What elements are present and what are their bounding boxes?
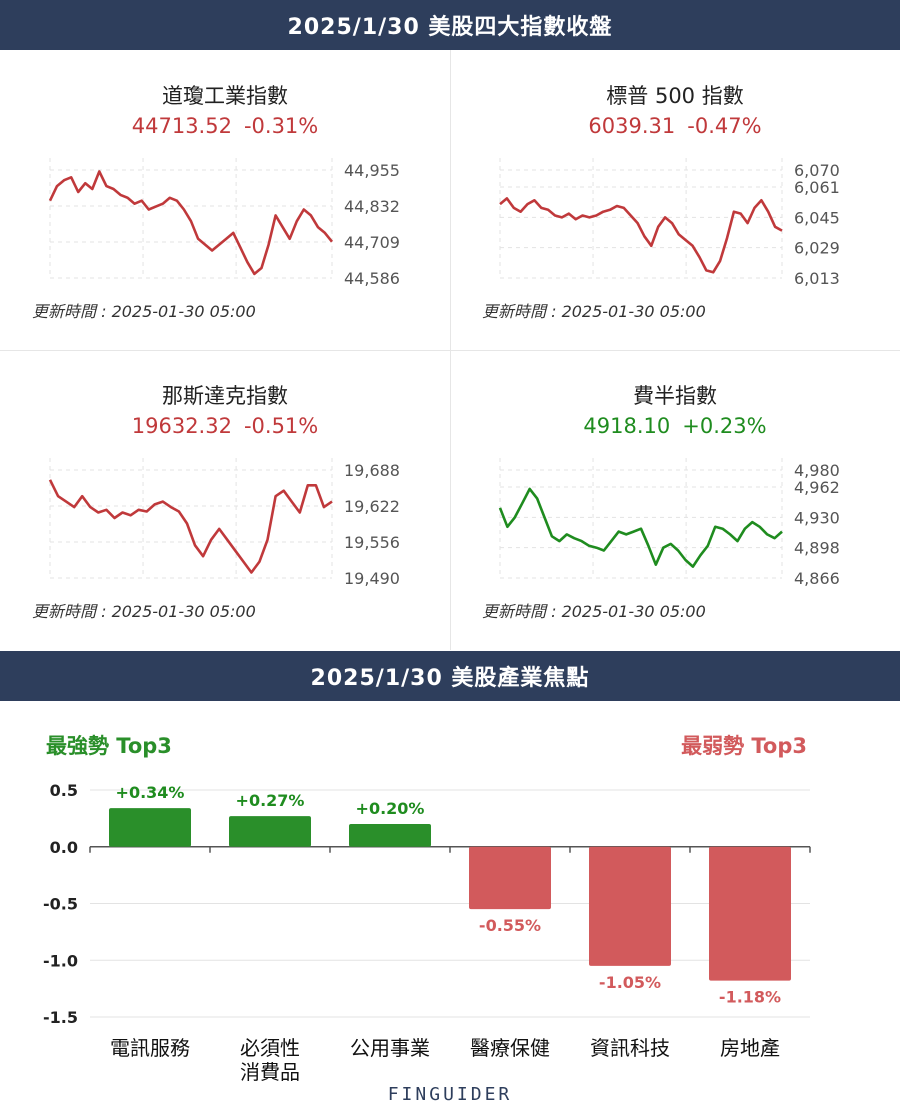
x-category-label: 醫療保健 (450, 1036, 570, 1060)
index-panel: 道瓊工業指數 44713.52 -0.31% 44,955 44,832 44,709 44… (0, 50, 450, 350)
index-line-chart: 19,688 19,622 19,556 19,490 (48, 458, 400, 588)
y-tick-label: 19,556 (344, 533, 400, 552)
bar-data-label: -1.18% (719, 988, 781, 1007)
y-tick-label: 44,586 (344, 269, 400, 288)
index-value: 6039.31 (588, 114, 676, 138)
sector-bar (589, 846, 671, 966)
index-change: -0.31% (243, 114, 319, 138)
y-tick-label: 44,955 (344, 161, 400, 180)
x-category-label-line: 房地產 (720, 1036, 780, 1060)
sector-bar (709, 846, 791, 981)
y-tick-label: 6,061 (794, 178, 840, 197)
y-tick-label: 0.0 (50, 838, 78, 857)
index-panel: 標普 500 指數 6039.31 -0.47% 6,070 6,061 6,045 6,0… (450, 50, 900, 350)
y-tick-label: 4,866 (794, 569, 840, 588)
y-tick-label: 4,980 (794, 461, 840, 480)
update-time: 更新時間 : 2025-01-30 05:00 (482, 602, 706, 621)
index-value: 4918.10 (583, 414, 671, 438)
index-change: -0.47% (687, 114, 762, 138)
index-panel: 費半指數 4918.10 +0.23% 4,980 4,962 4,930 4,898 4,8… (450, 350, 900, 650)
x-category-label-line: 公用事業 (350, 1036, 430, 1060)
index-panel: 那斯達克指數 19632.32 -0.51% 19,688 19,622 19,556 19… (0, 350, 450, 650)
y-tick-label: 19,688 (344, 461, 400, 480)
index-series-line (499, 197, 783, 274)
bar-data-label: -1.05% (599, 973, 661, 992)
y-tick-label: 6,070 (794, 161, 840, 180)
y-tick-label: 0.5 (50, 781, 78, 800)
finguider-logo: FINGUIDER (387, 1084, 513, 1105)
sector-header-title: 2025/1/30 美股產業焦點 (310, 666, 590, 691)
bar-data-label: +0.27% (236, 791, 305, 810)
x-category-label-line: 必須性 (240, 1036, 300, 1060)
y-tick-label: 44,709 (344, 233, 400, 252)
index-value-row: 6039.31 -0.47% (450, 114, 900, 138)
x-category-label-line: 電訊服務 (110, 1036, 190, 1060)
y-tick-label: -0.5 (43, 895, 78, 914)
index-name: 標普 500 指數 (606, 84, 744, 108)
weak-label: 最弱勢 Top3 (681, 734, 807, 758)
index-name: 那斯達克指數 (162, 384, 288, 408)
y-tick-label: -1.0 (43, 951, 78, 970)
index-header-title: 2025/1/30 美股四大指數收盤 (287, 15, 613, 40)
y-tick-label: 44,832 (344, 197, 400, 216)
x-category-label-line: 醫療保健 (470, 1036, 550, 1060)
panel-divider-horizontal (0, 350, 900, 351)
x-category-label: 房地產 (690, 1036, 810, 1060)
y-tick-label: 19,490 (344, 569, 400, 588)
update-time: 更新時間 : 2025-01-30 05:00 (482, 302, 706, 321)
y-tick-label: 4,962 (794, 478, 840, 497)
x-category-label-line: 消費品 (240, 1060, 300, 1084)
y-tick-label: 6,029 (794, 239, 840, 258)
y-tick-label: 19,622 (344, 497, 400, 516)
index-line-chart: 44,955 44,832 44,709 44,586 (48, 158, 400, 288)
sector-bar (109, 808, 191, 847)
y-tick-label: 4,930 (794, 508, 840, 527)
update-time: 更新時間 : 2025-01-30 05:00 (32, 302, 256, 321)
sector-bar (349, 824, 431, 847)
index-value-row: 19632.32 -0.51% (0, 414, 450, 438)
y-tick-label: 6,013 (794, 269, 840, 288)
x-category-label: 公用事業 (330, 1036, 450, 1060)
index-series-line (498, 487, 783, 568)
index-change: +0.23% (682, 414, 767, 438)
index-name: 道瓊工業指數 (162, 84, 288, 108)
index-name: 費半指數 (633, 384, 717, 408)
update-time: 更新時間 : 2025-01-30 05:00 (32, 602, 256, 621)
index-value: 44713.52 (131, 114, 232, 138)
y-tick-label: -1.5 (43, 1008, 78, 1027)
bar-data-label: -0.55% (479, 916, 541, 935)
index-change: -0.51% (243, 414, 319, 438)
index-series-line (48, 479, 333, 574)
sector-bar (469, 846, 551, 910)
x-category-label: 必須性 消費品 (210, 1036, 330, 1084)
x-category-label-line: 資訊科技 (590, 1036, 670, 1060)
x-category-label: 資訊科技 (570, 1036, 690, 1060)
y-tick-label: 4,898 (794, 539, 840, 558)
x-category-label: 電訊服務 (90, 1036, 210, 1060)
strong-label: 最強勢 Top3 (46, 734, 172, 758)
index-value-row: 4918.10 +0.23% (450, 414, 900, 438)
index-value: 19632.32 (131, 414, 232, 438)
y-tick-label: 6,045 (794, 208, 840, 227)
index-series-line (48, 170, 334, 276)
index-value-row: 44713.52 -0.31% (0, 114, 450, 138)
sector-bar (229, 816, 311, 847)
bar-data-label: +0.20% (356, 799, 425, 818)
index-header-banner: 2025/1/30 美股四大指數收盤 (0, 0, 900, 50)
bar-data-label: +0.34% (116, 783, 185, 802)
sector-header-banner: 2025/1/30 美股產業焦點 (0, 651, 900, 701)
